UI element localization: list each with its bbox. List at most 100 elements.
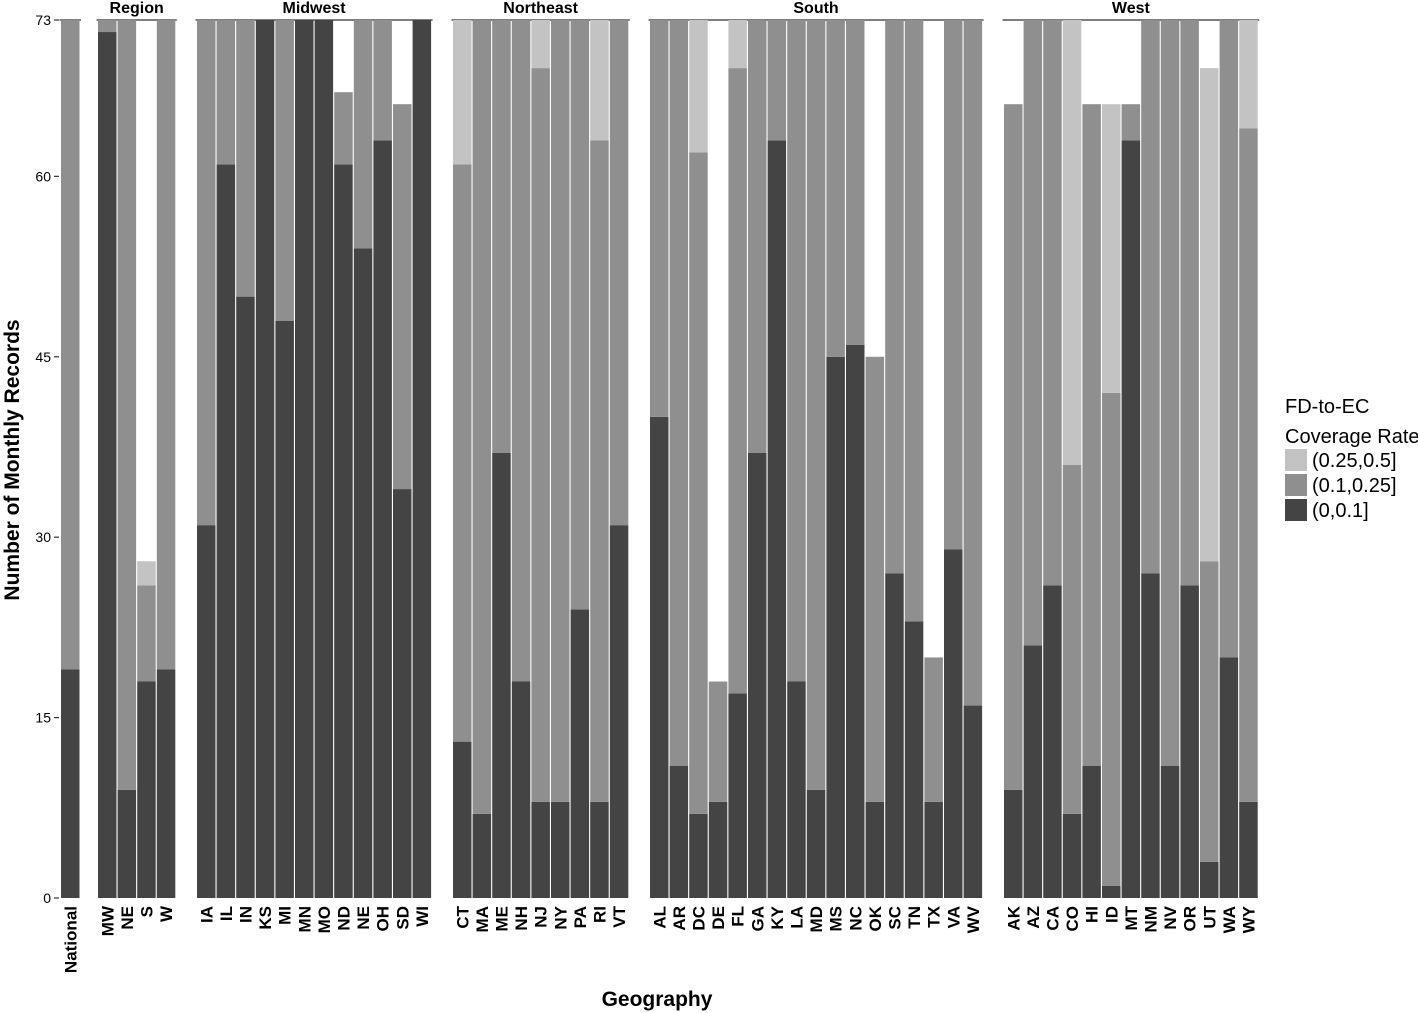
bar-segment-nm-0 bbox=[1141, 573, 1160, 898]
bar-segment-tn-1 bbox=[904, 20, 924, 622]
legend-title-line: FD-to-EC bbox=[1285, 396, 1369, 418]
bar-segment-wi-0 bbox=[412, 20, 432, 898]
bar-segment-nc-1 bbox=[846, 20, 865, 345]
x-tick-label-mn: MN bbox=[295, 906, 314, 932]
bar-segment-sd-0 bbox=[393, 489, 412, 898]
bar-segment-dc-1 bbox=[689, 152, 708, 814]
bar-segment-national-0 bbox=[61, 669, 80, 898]
x-tick-label-md: MD bbox=[807, 906, 826, 932]
y-tick-label: 0 bbox=[43, 890, 51, 906]
bar-segment-pa-0 bbox=[570, 609, 590, 898]
bar-segment-nv-1 bbox=[1160, 20, 1180, 766]
bar-segment-co-0 bbox=[1062, 813, 1082, 898]
bar-segment-mi-1 bbox=[275, 20, 294, 321]
bar-segment-wy-2 bbox=[1239, 20, 1258, 129]
bar-segment-ne-1 bbox=[117, 20, 137, 790]
bar-segment-in-0 bbox=[236, 296, 255, 898]
bar-segment-wa-1 bbox=[1219, 20, 1239, 658]
x-tick-label-national: National bbox=[61, 906, 80, 973]
bar-segment-s-2 bbox=[137, 561, 156, 586]
y-tick-label: 15 bbox=[35, 710, 51, 726]
panel-northeast: Northeast CT MA ME NH NJ NY PA RI VT bbox=[451, 0, 630, 932]
x-tick-label-hi: HI bbox=[1083, 906, 1102, 923]
bar-segment-ct-0 bbox=[453, 741, 472, 898]
panel-west: West AK AZ CA CO HI ID MT NM NV OR UT WA WY bbox=[1002, 0, 1260, 933]
bar-segment-ar-1 bbox=[669, 20, 689, 766]
x-tick-label-de: DE bbox=[709, 906, 728, 930]
bar-segment-ak-0 bbox=[1004, 789, 1023, 898]
bar-segment-or-0 bbox=[1180, 585, 1199, 898]
x-tick-label-ne: NE bbox=[354, 906, 373, 930]
bar-segment-nj-2 bbox=[531, 20, 550, 69]
bar-segment-nm-1 bbox=[1141, 20, 1160, 574]
bar-segment-va-0 bbox=[944, 549, 963, 898]
x-tick-label-wi: WI bbox=[413, 906, 432, 927]
y-axis-title: Number of Monthly Records bbox=[1, 319, 24, 600]
x-tick-label-va: VA bbox=[944, 906, 963, 928]
bar-segment-mi-0 bbox=[275, 320, 294, 898]
bar-segment-nj-1 bbox=[531, 68, 550, 802]
bar-segment-la-1 bbox=[787, 20, 806, 682]
x-tick-label-ut: UT bbox=[1200, 905, 1219, 928]
x-tick-label-w: W bbox=[157, 905, 176, 922]
bar-segment-nj-0 bbox=[531, 801, 550, 898]
y-tick-label: 73 bbox=[35, 12, 51, 28]
bar-segment-ny-0 bbox=[551, 801, 570, 898]
bar-segment-al-1 bbox=[650, 20, 669, 417]
x-tick-label-ca: CA bbox=[1043, 906, 1062, 931]
bar-segment-wy-1 bbox=[1239, 128, 1258, 802]
x-tick-label-id: ID bbox=[1102, 906, 1121, 923]
bar-segment-nv-0 bbox=[1160, 765, 1180, 898]
x-tick-label-ct: CT bbox=[453, 905, 472, 928]
bar-segment-me-0 bbox=[492, 452, 511, 898]
bar-segment-de-1 bbox=[708, 681, 728, 802]
bar-segment-ri-1 bbox=[590, 140, 609, 802]
x-tick-label-al: AL bbox=[650, 906, 669, 929]
bar-segment-sd-1 bbox=[393, 104, 412, 490]
bar-segment-mw-1 bbox=[98, 20, 117, 33]
bar-segment-ri-2 bbox=[590, 20, 609, 141]
bar-segment-al-0 bbox=[650, 416, 669, 898]
bar-segment-s-1 bbox=[137, 585, 156, 682]
bar-segment-sc-1 bbox=[885, 20, 904, 574]
bar-segment-tx-1 bbox=[924, 657, 943, 802]
bar-segment-id-1 bbox=[1102, 392, 1121, 886]
bar-segment-vt-1 bbox=[609, 20, 629, 526]
legend-title-line: Coverage Rate bbox=[1285, 426, 1418, 448]
bar-segment-md-1 bbox=[806, 20, 826, 790]
bar-segment-nd-1 bbox=[334, 92, 353, 165]
bar-segment-mw-0 bbox=[98, 32, 117, 898]
x-tick-label-ms: MS bbox=[827, 906, 846, 932]
bar-segment-ut-0 bbox=[1200, 861, 1219, 898]
x-tick-label-la: LA bbox=[787, 906, 806, 929]
bar-segment-va-1 bbox=[944, 20, 963, 550]
bar-segment-la-0 bbox=[787, 681, 806, 898]
y-tick-label: 60 bbox=[35, 168, 51, 184]
x-tick-label-pa: PA bbox=[571, 906, 590, 928]
bar-segment-ky-1 bbox=[767, 20, 787, 141]
panel-title: West bbox=[1112, 0, 1151, 17]
bar-segment-mt-1 bbox=[1121, 104, 1141, 141]
bar-segment-or-1 bbox=[1180, 20, 1199, 586]
bar-segment-mt-0 bbox=[1121, 140, 1141, 898]
y-tick-label: 30 bbox=[35, 529, 51, 545]
bar-segment-ok-0 bbox=[865, 801, 885, 898]
bar-segment-md-0 bbox=[806, 789, 826, 898]
bar-segment-ut-2 bbox=[1200, 68, 1219, 562]
x-tick-label-wv: WV bbox=[964, 905, 983, 933]
bar-segment-oh-0 bbox=[373, 140, 392, 898]
x-tick-label-fl: FL bbox=[729, 906, 748, 927]
x-tick-label-tx: TX bbox=[925, 905, 944, 927]
x-axis-title: Geography bbox=[602, 988, 713, 1011]
x-tick-label-sc: SC bbox=[885, 906, 904, 930]
bar-segment-wy-0 bbox=[1239, 801, 1258, 898]
bar-segment-mn-0 bbox=[295, 20, 314, 898]
bar-segment-pa-1 bbox=[570, 20, 590, 610]
bar-segment-ma-0 bbox=[472, 813, 492, 898]
x-tick-label-sd: SD bbox=[393, 906, 412, 930]
bar-segment-ms-0 bbox=[826, 356, 845, 899]
x-tick-label-oh: OH bbox=[374, 906, 393, 932]
x-tick-label-ny: NY bbox=[551, 905, 570, 929]
legend-label: (0.1,0.25] bbox=[1312, 475, 1397, 497]
bar-segment-hi-1 bbox=[1082, 104, 1101, 766]
